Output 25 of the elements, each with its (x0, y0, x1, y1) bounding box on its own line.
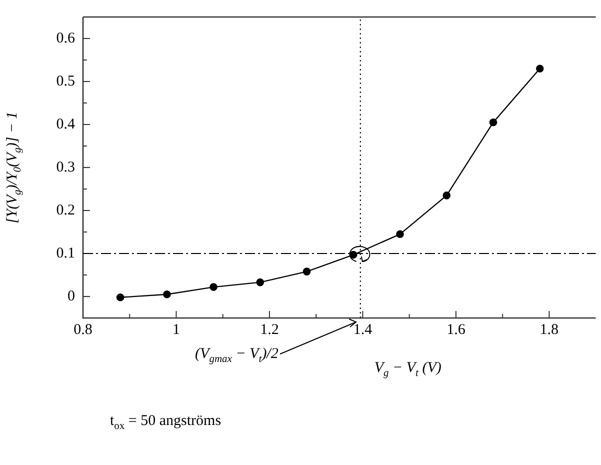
annotation: (V$_{gmax}$ − V$_{t}$)/2 (195, 346, 278, 365)
point (442, 192, 451, 200)
point (536, 64, 544, 72)
x-tick-label: 1.6 (446, 322, 466, 338)
point (163, 290, 171, 298)
y-tick-label: 0.5 (56, 73, 75, 90)
y-tick-label: 0.6 (56, 30, 76, 46)
point (116, 293, 124, 302)
point (396, 230, 404, 238)
point (302, 268, 311, 276)
x-tick-label: 0.8 (74, 322, 92, 338)
x-tick-label: 1.4 (353, 322, 373, 338)
point (256, 278, 264, 286)
y-tick-label: 0.1 (56, 245, 75, 262)
point (210, 283, 218, 291)
x-tick-label: 1.8 (540, 322, 559, 338)
text: t$_{ox}$ = 50 angströms (110, 413, 222, 432)
y-tick-label: 0.2 (56, 202, 75, 218)
y-tick-label: 0.4 (56, 116, 76, 132)
x-tick-label: 1.2 (260, 322, 279, 338)
point (489, 118, 498, 126)
y-tick-label: 0 (68, 288, 75, 304)
y-tick-label: 0.3 (56, 159, 75, 176)
x-tick-label: 1 (172, 322, 180, 338)
x-axis-title: V$_{g}$ − V$_{t}$ (V) (374, 360, 442, 379)
